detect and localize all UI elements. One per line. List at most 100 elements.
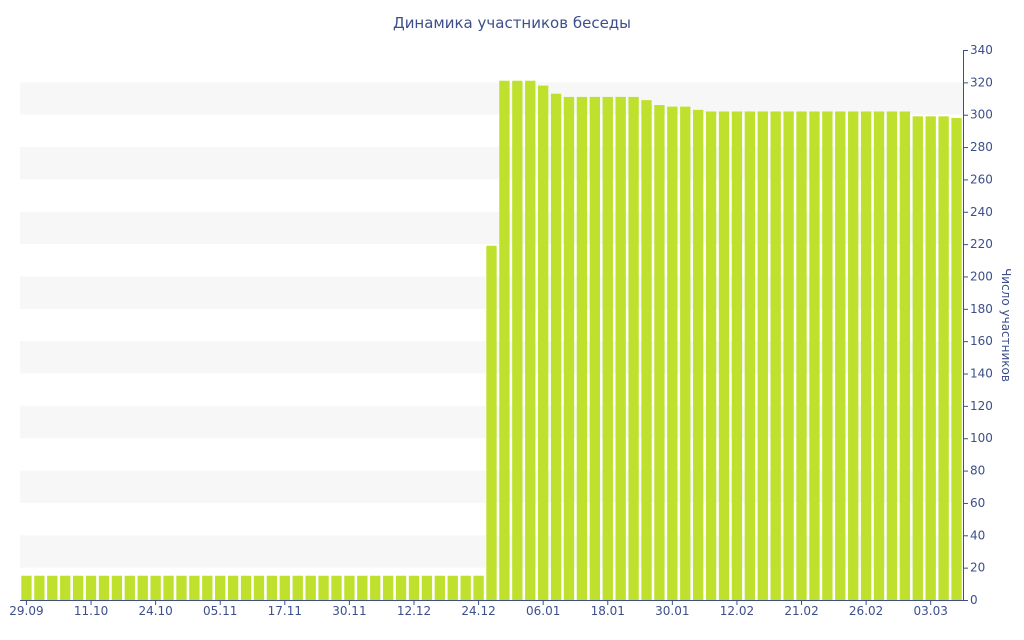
bar <box>137 575 148 600</box>
y-tick-label: 80 <box>970 464 985 478</box>
bar <box>266 575 278 600</box>
bar <box>925 116 936 600</box>
grid-band <box>20 147 963 180</box>
x-tick-label: 12.12 <box>397 604 431 618</box>
bar <box>667 106 678 601</box>
bar <box>705 111 717 600</box>
x-tick-label: 12.02 <box>720 604 754 618</box>
bar <box>744 111 756 600</box>
y-tick-label: 300 <box>970 108 993 122</box>
y-tick-label: 120 <box>970 399 993 413</box>
bar <box>602 96 613 600</box>
bar <box>189 575 200 600</box>
x-tick-label: 17.11 <box>268 604 302 618</box>
bar <box>111 575 123 600</box>
bar <box>395 575 407 600</box>
grid-band <box>20 211 963 245</box>
x-tick-label: 24.12 <box>461 604 495 618</box>
bar <box>641 100 652 601</box>
bar <box>525 80 536 601</box>
bar <box>215 575 226 600</box>
bar <box>615 96 626 600</box>
bar <box>796 111 807 600</box>
y-tick-label: 280 <box>970 140 993 154</box>
bar <box>512 80 523 601</box>
bar <box>757 111 768 600</box>
y-tick-label: 260 <box>970 172 993 186</box>
bar <box>783 111 794 600</box>
bar <box>628 96 639 600</box>
bar <box>253 575 265 600</box>
bar <box>770 111 781 600</box>
bar <box>434 575 445 600</box>
bar <box>124 575 135 600</box>
bar <box>912 116 923 600</box>
y-tick-label: 100 <box>970 431 993 445</box>
bar <box>680 106 691 601</box>
bar <box>370 575 381 600</box>
bar <box>499 80 510 601</box>
bars <box>21 80 962 601</box>
bar <box>731 111 743 600</box>
x-tick-label: 11.10 <box>74 604 108 618</box>
bar <box>563 96 575 600</box>
chart-title: Динамика участников беседы <box>392 14 632 32</box>
bar <box>550 93 562 601</box>
bar <box>589 96 601 600</box>
bar <box>227 575 239 600</box>
y-tick-label: 0 <box>970 593 978 607</box>
bar <box>473 575 484 600</box>
bar <box>951 117 962 600</box>
y-tick-label: 40 <box>970 528 985 542</box>
bar <box>98 575 110 600</box>
x-tick-label: 30.01 <box>655 604 689 618</box>
x-tick-label: 05.11 <box>203 604 237 618</box>
bar <box>202 575 213 600</box>
bar <box>408 575 420 600</box>
bar <box>873 111 885 600</box>
bar <box>344 575 355 600</box>
y-tick-label: 340 <box>970 43 993 57</box>
y-tick-label: 60 <box>970 496 985 510</box>
bar <box>21 575 32 600</box>
x-tick-label: 21.02 <box>784 604 818 618</box>
x-tick-label: 18.01 <box>591 604 625 618</box>
bar <box>163 575 174 600</box>
bar <box>279 575 290 600</box>
bar <box>85 575 97 600</box>
bar <box>860 111 872 600</box>
x-tick-label: 06.01 <box>526 604 560 618</box>
bar <box>654 105 665 600</box>
x-tick-label: 24.10 <box>138 604 172 618</box>
x-axis: 29.09 11.10 24.10 05.11 17.11 30.11 12.12 24.12… <box>9 600 963 618</box>
y-axis-label: Число участников <box>999 268 1013 382</box>
bar <box>150 575 161 600</box>
bar <box>421 575 433 600</box>
bar <box>848 111 859 600</box>
bar <box>305 575 316 600</box>
y-tick-label: 240 <box>970 205 993 219</box>
bar <box>718 111 730 600</box>
bar <box>576 96 588 600</box>
y-tick-label: 180 <box>970 302 993 316</box>
x-tick-label: 29.09 <box>9 604 43 618</box>
bar <box>486 245 497 601</box>
bar <box>240 575 252 600</box>
y-tick-label: 140 <box>970 367 993 381</box>
bar <box>292 575 303 600</box>
x-tick-label: 30.11 <box>332 604 366 618</box>
bar <box>318 575 329 600</box>
y-tick-label: 220 <box>970 237 993 251</box>
x-tick-label: 03.03 <box>914 604 948 618</box>
bar <box>899 111 911 600</box>
bar <box>538 85 549 601</box>
bar <box>938 116 949 600</box>
bar <box>60 575 71 600</box>
y-axis: 0 20 40 60 80 100 120 140 160 180 200 220 240 260 280 3… <box>963 43 993 607</box>
bar <box>382 575 394 600</box>
bar <box>886 111 898 600</box>
x-tick-label: 26.02 <box>849 604 883 618</box>
bar <box>176 575 187 600</box>
y-tick-label: 20 <box>970 561 985 575</box>
